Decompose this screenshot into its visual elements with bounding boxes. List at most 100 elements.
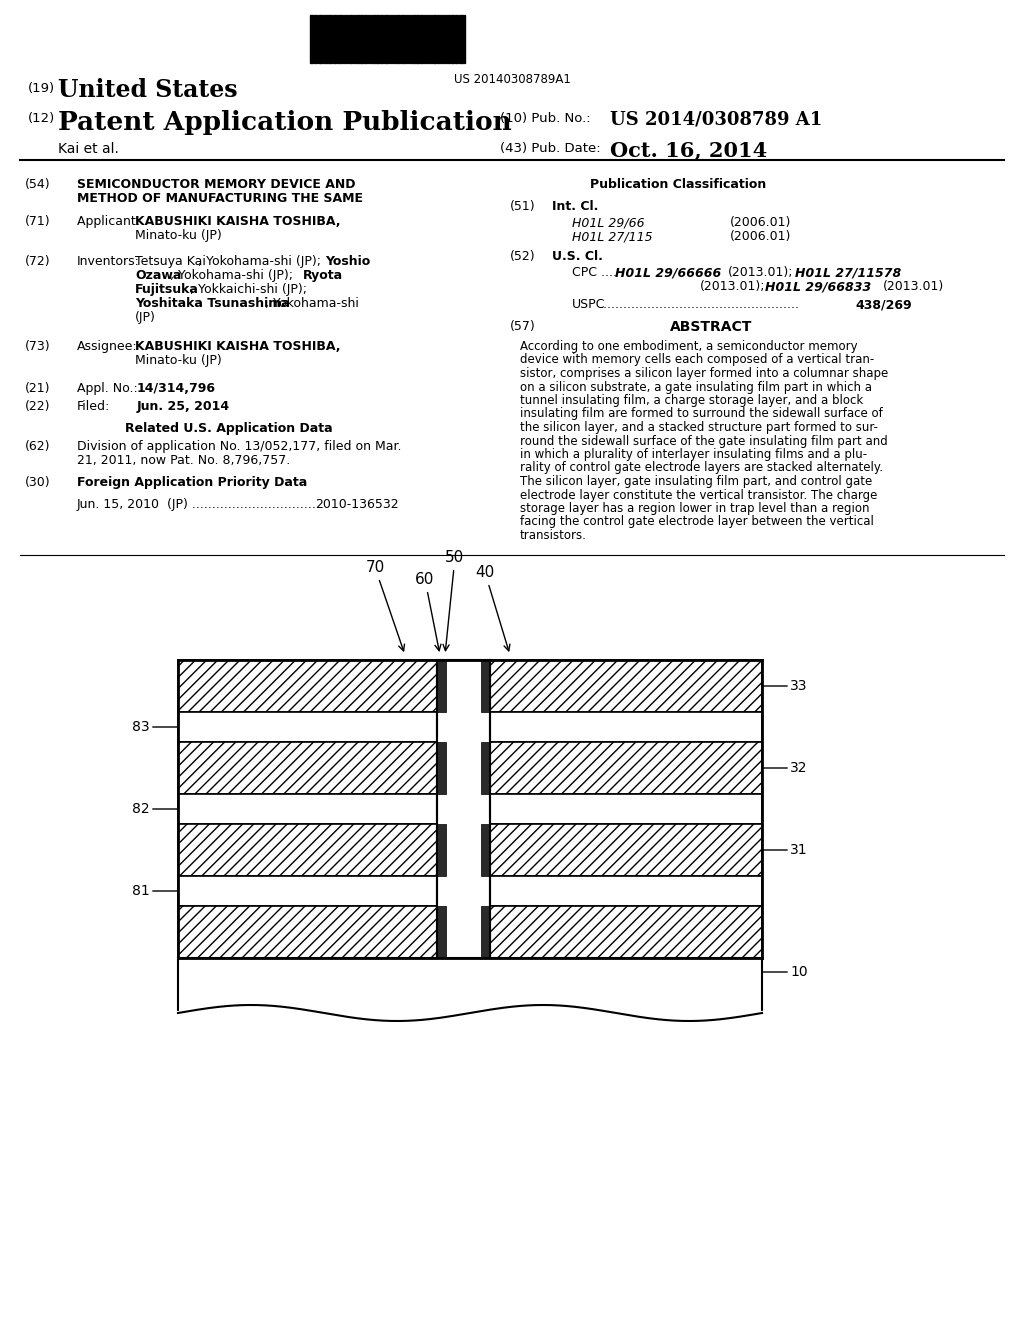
Text: (71): (71) (25, 215, 50, 228)
Bar (325, 15, 327, 63)
Bar (437, 906, 446, 958)
Bar (397, 15, 399, 63)
Text: Kai et al.: Kai et al. (58, 143, 119, 156)
Text: transistors.: transistors. (520, 529, 587, 543)
Text: (57): (57) (510, 319, 536, 333)
Text: Related U.S. Application Data: Related U.S. Application Data (125, 422, 333, 436)
Text: Inventors:: Inventors: (77, 255, 140, 268)
Bar (328, 15, 331, 63)
Text: Jun. 25, 2014: Jun. 25, 2014 (137, 400, 230, 413)
Bar (310, 15, 313, 63)
Bar (460, 15, 463, 63)
Text: METHOD OF MANUFACTURING THE SAME: METHOD OF MANUFACTURING THE SAME (77, 191, 362, 205)
Text: USPC: USPC (572, 298, 605, 312)
Bar (364, 15, 366, 63)
Text: Appl. No.:: Appl. No.: (77, 381, 138, 395)
Text: (54): (54) (25, 178, 50, 191)
Text: on a silicon substrate, a gate insulating film part in which a: on a silicon substrate, a gate insulatin… (520, 380, 872, 393)
Text: SEMICONDUCTOR MEMORY DEVICE AND: SEMICONDUCTOR MEMORY DEVICE AND (77, 178, 355, 191)
Text: 14/314,796: 14/314,796 (137, 381, 216, 395)
Bar (178, 876, 437, 906)
Bar (339, 15, 341, 63)
Bar (360, 15, 362, 63)
Text: , Yokohama-shi (JP);: , Yokohama-shi (JP); (198, 255, 325, 268)
Bar (437, 15, 439, 63)
Text: 21, 2011, now Pat. No. 8,796,757.: 21, 2011, now Pat. No. 8,796,757. (77, 454, 290, 467)
Text: facing the control gate electrode layer between the vertical: facing the control gate electrode layer … (520, 516, 873, 528)
Bar (319, 15, 322, 63)
Text: round the sidewall surface of the gate insulating film part and: round the sidewall surface of the gate i… (520, 434, 888, 447)
Bar (490, 795, 762, 824)
Text: 31: 31 (762, 843, 808, 857)
Text: 81: 81 (132, 884, 178, 898)
Text: Minato-ku (JP): Minato-ku (JP) (135, 354, 222, 367)
Text: sistor, comprises a silicon layer formed into a columnar shape: sistor, comprises a silicon layer formed… (520, 367, 888, 380)
Text: (43) Pub. Date:: (43) Pub. Date: (500, 143, 601, 154)
Text: 83: 83 (132, 719, 178, 734)
Text: 2010-136532: 2010-136532 (315, 498, 398, 511)
Text: Oct. 16, 2014: Oct. 16, 2014 (610, 140, 767, 160)
Text: Fujitsuka: Fujitsuka (135, 282, 199, 296)
Text: (22): (22) (25, 400, 50, 413)
Text: Int. Cl.: Int. Cl. (552, 201, 598, 213)
Bar (455, 15, 457, 63)
Text: H01L 29/66: H01L 29/66 (572, 216, 645, 228)
Text: Jun. 15, 2010: Jun. 15, 2010 (77, 498, 160, 511)
Text: 82: 82 (132, 803, 178, 816)
Text: (2013.01);: (2013.01); (700, 280, 766, 293)
Bar (178, 795, 437, 824)
Text: Yoshitaka Tsunashima: Yoshitaka Tsunashima (135, 297, 290, 310)
Bar (449, 15, 450, 63)
Text: (30): (30) (25, 477, 50, 488)
Bar (490, 824, 762, 876)
Text: United States: United States (58, 78, 238, 102)
Text: (2006.01): (2006.01) (730, 230, 792, 243)
Text: (2006.01): (2006.01) (730, 216, 792, 228)
Text: (62): (62) (25, 440, 50, 453)
Text: 438/269: 438/269 (855, 298, 911, 312)
Text: ..................................................: ........................................… (600, 298, 800, 312)
Bar (481, 906, 490, 958)
Text: H01L 27/115: H01L 27/115 (572, 230, 652, 243)
Text: According to one embodiment, a semiconductor memory: According to one embodiment, a semicondu… (520, 341, 858, 352)
Bar (437, 660, 446, 711)
Bar (481, 824, 490, 876)
Text: (52): (52) (510, 249, 536, 263)
Text: Patent Application Publication: Patent Application Publication (58, 110, 512, 135)
Bar (178, 824, 437, 876)
Text: (JP): (JP) (135, 312, 156, 323)
Text: Assignee:: Assignee: (77, 341, 137, 352)
Text: ABSTRACT: ABSTRACT (670, 319, 753, 334)
Bar (334, 15, 336, 63)
Text: in which a plurality of interlayer insulating films and a plu-: in which a plurality of interlayer insul… (520, 447, 867, 461)
Bar (178, 660, 437, 711)
Text: device with memory cells each composed of a vertical tran-: device with memory cells each composed o… (520, 354, 874, 367)
Text: 32: 32 (762, 762, 808, 775)
Bar (380, 15, 382, 63)
Text: (73): (73) (25, 341, 50, 352)
Text: H01L 27/11578: H01L 27/11578 (795, 267, 901, 279)
Bar (373, 15, 375, 63)
Text: 40: 40 (475, 565, 510, 651)
Text: (10) Pub. No.:: (10) Pub. No.: (500, 112, 591, 125)
Bar (420, 15, 422, 63)
Bar (385, 15, 388, 63)
Text: US 2014/0308789 A1: US 2014/0308789 A1 (610, 110, 822, 128)
Text: The silicon layer, gate insulating film part, and control gate: The silicon layer, gate insulating film … (520, 475, 872, 488)
Bar (433, 15, 436, 63)
Text: Tetsuya Kai: Tetsuya Kai (135, 255, 206, 268)
Text: (51): (51) (510, 201, 536, 213)
Bar (376, 15, 379, 63)
Bar (490, 742, 762, 795)
Text: Foreign Application Priority Data: Foreign Application Priority Data (77, 477, 307, 488)
Text: Applicant:: Applicant: (77, 215, 144, 228)
Text: 50: 50 (443, 550, 465, 651)
Bar (402, 15, 404, 63)
Text: Publication Classification: Publication Classification (590, 178, 766, 191)
Text: (72): (72) (25, 255, 50, 268)
Bar (481, 742, 490, 795)
Text: (2013.01);: (2013.01); (728, 267, 794, 279)
Text: Division of application No. 13/052,177, filed on Mar.: Division of application No. 13/052,177, … (77, 440, 401, 453)
Text: (12): (12) (28, 112, 55, 125)
Text: 60: 60 (416, 572, 441, 651)
